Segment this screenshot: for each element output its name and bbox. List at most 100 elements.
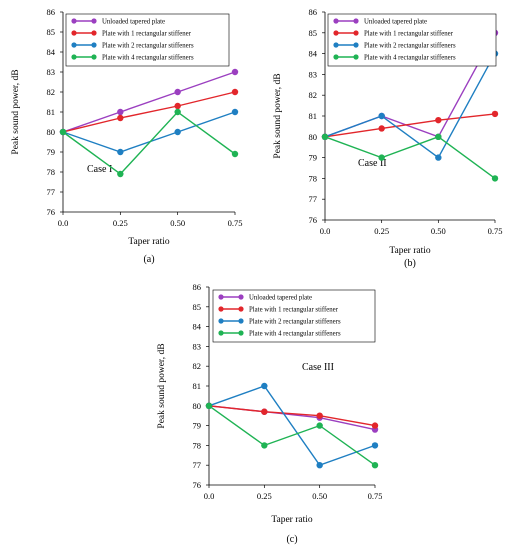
chart-c-svg: 76 77 78 79 80 81 82 83 84 85 86 0.0 0.25 0.50 0.75 Tap… (157, 282, 382, 545)
legend-marker-4 (218, 330, 224, 336)
y-tick-label: 85 (47, 27, 56, 37)
legend-label-3: Plate with 2 rectangular stiffeners (249, 318, 341, 325)
y-axis-label: Peak sound power, dB (157, 343, 167, 428)
x-tick-label: 0.0 (58, 218, 69, 228)
legend-marker-2 (353, 30, 359, 36)
legend-marker-1 (333, 18, 339, 24)
legend-label-2: Plate with 1 rectangular stiffener (249, 306, 339, 313)
legend-marker-3 (333, 42, 339, 48)
series-1-point (117, 108, 124, 116)
series-4-point (371, 462, 379, 469)
y-tick-label: 83 (193, 341, 202, 351)
series-4-point (435, 133, 442, 140)
legend-marker-2 (238, 306, 244, 312)
legend-label-2: Plate with 1 rectangular stiffener (364, 30, 454, 37)
series-line-2 (208, 405, 376, 427)
y-tick-label: 77 (47, 187, 56, 197)
legend-marker-1 (71, 18, 77, 24)
series-2-point (491, 110, 499, 118)
series-line-4 (62, 111, 236, 175)
y-tick-label: 77 (193, 460, 202, 470)
x-tick-label: 0.50 (170, 218, 185, 228)
y-tick-label: 76 (47, 207, 56, 217)
panel-caption-c: (c) (286, 534, 297, 545)
x-tick-label: 0.75 (368, 491, 382, 501)
series-4-point (231, 150, 239, 158)
series-4-point (59, 128, 67, 136)
x-tick-label: 0.0 (204, 491, 215, 501)
y-tick-label: 76 (193, 480, 202, 490)
x-tick-label: 0.25 (374, 226, 389, 236)
legend-label-4: Plate with 4 rectangular stiffeners (249, 330, 341, 337)
y-tick-label: 84 (47, 47, 56, 57)
legend-marker-3 (353, 42, 359, 48)
y-tick-label: 78 (193, 440, 202, 450)
series-4-point (261, 442, 268, 449)
series-2-point (261, 408, 268, 415)
y-tick-label: 79 (47, 147, 56, 157)
legend-label-2: Plate with 1 rectangular stiffener (102, 30, 192, 37)
series-line-4 (208, 405, 376, 466)
case-annotation: Case I (87, 164, 112, 175)
series-line-3 (324, 53, 496, 159)
y-tick-label: 86 (47, 7, 56, 17)
series-line-1 (62, 71, 236, 133)
x-tick-label: 0.25 (257, 491, 272, 501)
series-4-point (491, 175, 499, 182)
series-2-point (231, 88, 239, 96)
legend-marker-2 (218, 306, 224, 312)
series-2-point (174, 102, 181, 110)
series-2-point (316, 412, 323, 419)
panel-caption-a: (a) (143, 254, 154, 265)
legend-marker-4 (238, 330, 244, 336)
series-line-3 (62, 111, 236, 153)
legend-marker-3 (71, 42, 77, 48)
case-annotation: Case II (358, 158, 387, 169)
legend-marker-2 (71, 30, 77, 36)
y-tick-label: 85 (309, 28, 318, 38)
y-tick-label: 80 (309, 132, 318, 142)
series-4-point (316, 422, 323, 429)
y-tick-label: 76 (309, 215, 318, 225)
series-4-point (321, 133, 329, 140)
y-tick-label: 84 (309, 49, 318, 59)
y-tick-label: 78 (47, 167, 56, 177)
y-tick-label: 82 (309, 90, 318, 100)
series-3-point (316, 462, 323, 469)
legend-label-3: Plate with 2 rectangular stiffeners (102, 42, 194, 49)
y-axis-label: Peak sound power, dB (273, 73, 283, 158)
legend-label-4: Plate with 4 rectangular stiffeners (364, 54, 456, 61)
y-tick-label: 83 (47, 67, 56, 77)
x-axis-label: Taper ratio (389, 246, 431, 256)
y-tick-label: 77 (309, 194, 318, 204)
legend-marker-3 (218, 318, 224, 324)
y-tick-label: 78 (309, 173, 318, 183)
chart-panel-c: 76 77 78 79 80 81 82 83 84 85 86 0.0 0.25 0.50 0.75 Tap… (150, 280, 382, 550)
series-1-point (231, 68, 239, 76)
legend-label-4: Plate with 4 rectangular stiffeners (102, 54, 194, 61)
legend-marker-4 (71, 54, 77, 60)
series-3-point (435, 154, 442, 161)
series-4-point (205, 402, 213, 409)
legend-marker-2 (333, 30, 339, 36)
legend-marker-4 (91, 54, 97, 60)
legend-marker-1 (218, 294, 224, 300)
series-4-point (378, 154, 385, 161)
legend-marker-4 (353, 54, 359, 60)
y-tick-label: 81 (309, 111, 318, 121)
x-axis-label: Taper ratio (128, 237, 170, 247)
legend-marker-1 (238, 294, 244, 300)
series-3-point (174, 128, 181, 136)
series-3-point (378, 112, 385, 120)
x-tick-label: 0.50 (312, 491, 327, 501)
legend-marker-1 (91, 18, 97, 24)
series-line-4 (324, 136, 496, 179)
series-2-point (371, 422, 379, 429)
y-tick-label: 81 (193, 381, 202, 391)
case-annotation: Case III (302, 362, 334, 373)
series-4-point (174, 108, 181, 116)
y-tick-label: 82 (193, 361, 202, 371)
y-tick-label: 82 (47, 87, 56, 97)
series-3-point (117, 148, 124, 156)
y-tick-label: 80 (193, 401, 202, 411)
